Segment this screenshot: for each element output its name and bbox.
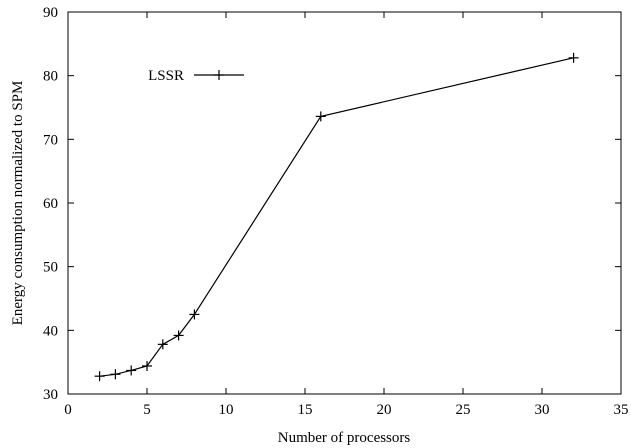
legend-marker-lssr [214,70,224,80]
y-tick-label: 50 [43,260,58,276]
x-tick-label: 30 [535,402,550,418]
y-axis-ticks: 30 40 50 60 70 80 90 [43,5,621,403]
legend: LSSR [148,68,244,84]
y-tick-label: 40 [43,323,58,339]
x-tick-label: 0 [64,402,72,418]
y-tick-label: 90 [43,5,58,21]
data-point [315,111,326,122]
legend-label-lssr: LSSR [148,68,184,84]
series-layer [94,52,579,382]
data-point [110,369,121,380]
x-tick-label: 10 [219,402,234,418]
x-tick-label: 5 [143,402,151,418]
x-tick-label: 25 [456,402,471,418]
data-point [189,309,200,320]
data-point [173,330,184,341]
data-point [126,365,137,376]
data-point [94,371,105,382]
y-axis-label: Energy consumption normalized to SPM [10,81,26,326]
x-axis-label: Number of processors [278,430,411,446]
data-point [142,360,152,371]
x-tick-label: 15 [298,402,313,418]
x-tick-label: 20 [377,402,392,418]
data-point [157,339,168,350]
y-tick-label: 60 [43,196,58,212]
data-point [568,52,579,63]
y-tick-label: 30 [43,387,58,403]
y-tick-label: 80 [43,69,58,85]
x-tick-label: 35 [614,402,629,418]
x-axis-ticks: 0 5 10 15 20 25 30 35 [64,12,629,418]
series-line-lssr [99,57,574,377]
y-tick-label: 70 [43,132,58,148]
